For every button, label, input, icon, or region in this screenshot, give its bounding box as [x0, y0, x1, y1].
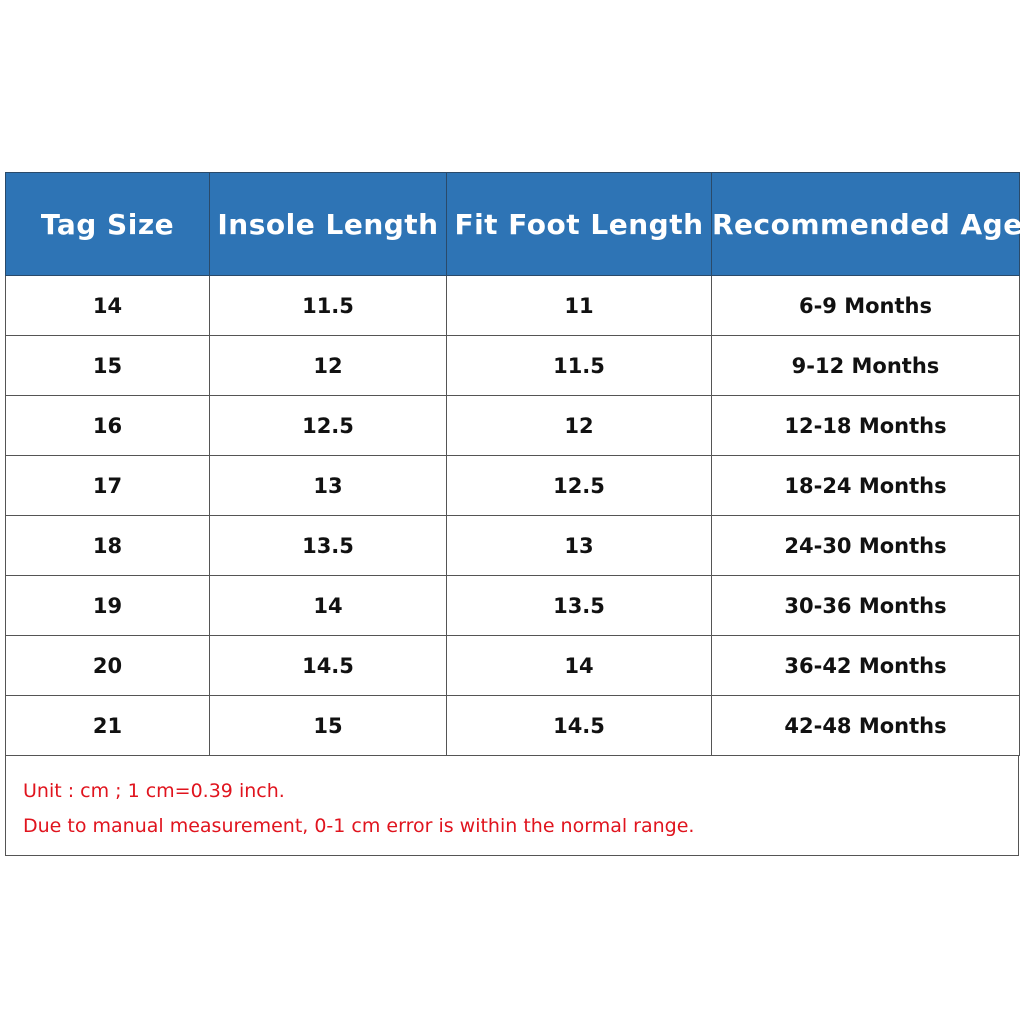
cell-insole-length: 12 — [209, 335, 447, 396]
cell-insole-length: 13 — [209, 455, 447, 516]
cell-tag-size: 17 — [5, 455, 210, 516]
cell-insole-length: 14.5 — [209, 635, 447, 696]
table-row: 21 15 14.5 42-48 Months — [5, 695, 1020, 756]
cell-insole-length: 14 — [209, 575, 447, 636]
table-row: 17 13 12.5 18-24 Months — [5, 455, 1020, 516]
notes-box: Unit : cm ; 1 cm=0.39 inch. Due to manua… — [5, 756, 1019, 856]
header-insole-length: Insole Length — [209, 172, 447, 276]
cell-insole-length: 12.5 — [209, 395, 447, 456]
table-row: 15 12 11.5 9-12 Months — [5, 335, 1020, 396]
cell-recommended-age: 12-18 Months — [711, 395, 1020, 456]
cell-insole-length: 13.5 — [209, 515, 447, 576]
cell-fit-foot-length: 14.5 — [446, 695, 712, 756]
cell-insole-length: 15 — [209, 695, 447, 756]
cell-tag-size: 14 — [5, 275, 210, 336]
table-row: 16 12.5 12 12-18 Months — [5, 395, 1020, 456]
cell-recommended-age: 36-42 Months — [711, 635, 1020, 696]
unit-note: Unit : cm ; 1 cm=0.39 inch. — [23, 780, 285, 802]
cell-recommended-age: 30-36 Months — [711, 575, 1020, 636]
cell-tag-size: 20 — [5, 635, 210, 696]
table-row: 18 13.5 13 24-30 Months — [5, 515, 1020, 576]
cell-tag-size: 16 — [5, 395, 210, 456]
cell-fit-foot-length: 11 — [446, 275, 712, 336]
header-tag-size: Tag Size — [5, 172, 210, 276]
cell-fit-foot-length: 13 — [446, 515, 712, 576]
table-row: 20 14.5 14 36-42 Months — [5, 635, 1020, 696]
cell-tag-size: 21 — [5, 695, 210, 756]
cell-recommended-age: 6-9 Months — [711, 275, 1020, 336]
error-note: Due to manual measurement, 0-1 cm error … — [23, 815, 695, 837]
cell-recommended-age: 18-24 Months — [711, 455, 1020, 516]
cell-tag-size: 18 — [5, 515, 210, 576]
size-table: Tag Size Insole Length Fit Foot Length R… — [5, 172, 1022, 756]
cell-fit-foot-length: 11.5 — [446, 335, 712, 396]
header-row: Tag Size Insole Length Fit Foot Length R… — [5, 172, 1022, 276]
cell-recommended-age: 42-48 Months — [711, 695, 1020, 756]
cell-recommended-age: 24-30 Months — [711, 515, 1020, 576]
table-row: 14 11.5 11 6-9 Months — [5, 275, 1020, 336]
cell-tag-size: 19 — [5, 575, 210, 636]
table-row: 19 14 13.5 30-36 Months — [5, 575, 1020, 636]
cell-tag-size: 15 — [5, 335, 210, 396]
cell-recommended-age: 9-12 Months — [711, 335, 1020, 396]
header-fit-foot-length: Fit Foot Length — [446, 172, 712, 276]
cell-insole-length: 11.5 — [209, 275, 447, 336]
cell-fit-foot-length: 12.5 — [446, 455, 712, 516]
cell-fit-foot-length: 12 — [446, 395, 712, 456]
size-chart: Tag Size Insole Length Fit Foot Length R… — [5, 172, 1022, 856]
cell-fit-foot-length: 13.5 — [446, 575, 712, 636]
header-recommended-age: Recommended Age — [711, 172, 1022, 276]
cell-fit-foot-length: 14 — [446, 635, 712, 696]
